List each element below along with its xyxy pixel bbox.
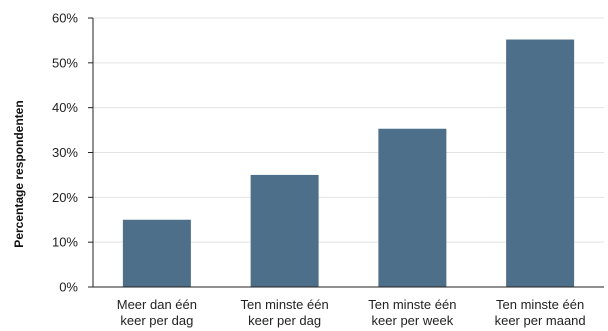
x-tick-label: Ten minste één keer per maand [495, 297, 586, 328]
x-tick-label-line: keer per dag [248, 313, 321, 328]
bar [250, 174, 319, 287]
x-tick-label-line: Ten minste één [241, 297, 329, 312]
x-tick-label-line: keer per week [372, 313, 454, 328]
y-tick-label: 20% [52, 190, 78, 205]
bars [122, 39, 575, 287]
x-tick-label: Meer dan één keer per dag [117, 297, 197, 328]
x-tick-label-line: Ten minste één [368, 297, 456, 312]
bar [506, 39, 575, 287]
y-tick-label: 60% [52, 11, 78, 26]
y-axis-label: Percentage respondenten [12, 100, 26, 247]
y-tick-label: 40% [52, 100, 78, 115]
y-tick-label: 50% [52, 55, 78, 70]
x-tick-label: Ten minste één keer per week [368, 297, 456, 328]
bar [378, 128, 447, 287]
y-tick-label: 0% [59, 280, 78, 295]
y-tick-label: 30% [52, 145, 78, 160]
x-tick-label-line: Ten minste één [496, 297, 584, 312]
x-tick-label-line: Meer dan één [117, 297, 197, 312]
y-tick-labels: 0% 10% 20% 30% 40% 50% 60% [52, 11, 78, 295]
x-tick-label-line: keer per dag [120, 313, 193, 328]
axes [88, 17, 604, 288]
x-tick-label: Ten minste één keer per dag [241, 297, 329, 328]
y-tick-label: 10% [52, 235, 78, 250]
x-tick-label-line: keer per maand [495, 313, 586, 328]
bar [122, 219, 191, 287]
